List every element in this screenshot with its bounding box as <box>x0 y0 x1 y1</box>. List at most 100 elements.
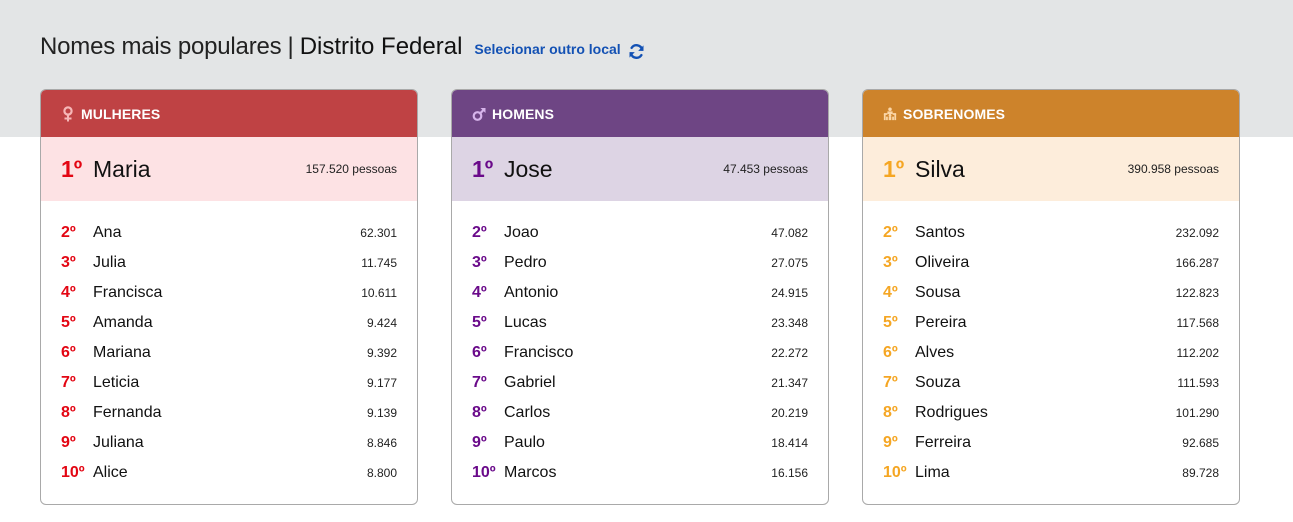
male-icon <box>472 106 486 122</box>
count: 47.453 pessoas <box>723 162 808 176</box>
rank: 6º <box>61 344 76 361</box>
count: 122.823 <box>1175 286 1219 300</box>
rank: 1º <box>61 155 83 182</box>
name: Juliana <box>93 434 144 451</box>
rank: 8º <box>61 404 76 421</box>
list-item: 6º Mariana 9.392 <box>41 338 417 368</box>
top-ranked: 1º Jose 47.453 pessoas <box>452 137 828 201</box>
count: 9.392 <box>366 346 397 360</box>
name: Francisca <box>93 284 163 301</box>
card-men: HOMENS 1º Jose 47.453 pessoas 2º Joao 47.0… <box>451 89 829 505</box>
page-title: Nomes mais populares <box>40 33 282 60</box>
count: 22.272 <box>771 346 808 360</box>
name: Julia <box>93 254 126 271</box>
name: Lima <box>915 464 950 481</box>
rank: 9º <box>61 434 76 451</box>
rank: 2º <box>61 224 76 241</box>
list-item: 6º Francisco 22.272 <box>452 338 828 368</box>
list-item: 7º Gabriel 21.347 <box>452 368 828 398</box>
count: 62.301 <box>360 226 397 240</box>
list-item: 3º Julia 11.745 <box>41 248 417 278</box>
list-item: 3º Oliveira 166.287 <box>863 248 1239 278</box>
list-item: 4º Sousa 122.823 <box>863 278 1239 308</box>
list-item: 8º Fernanda 9.139 <box>41 398 417 428</box>
list-item: 10º Lima 89.728 <box>863 458 1239 488</box>
name: Alves <box>915 344 955 361</box>
name: Lucas <box>504 314 547 331</box>
name: Fernanda <box>93 404 162 421</box>
female-icon <box>61 105 75 122</box>
ranking-list: 2º Ana 62.301 3º Julia 11.745 4º Francisca 10.… <box>41 201 417 488</box>
count: 232.092 <box>1175 226 1219 240</box>
rank: 7º <box>883 374 898 391</box>
list-item: 5º Pereira 117.568 <box>863 308 1239 338</box>
list-item: 10º Marcos 16.156 <box>452 458 828 488</box>
rank: 5º <box>61 314 76 331</box>
name: Pedro <box>504 254 547 271</box>
card-title: HOMENS <box>492 105 555 122</box>
list-item: 9º Paulo 18.414 <box>452 428 828 458</box>
name: Silva <box>915 155 965 182</box>
count: 9.424 <box>366 316 397 330</box>
card-header: HOMENS <box>452 90 828 137</box>
card-surnames: SOBRENOMES 1º Silva 390.958 pessoas 2º Sa… <box>862 89 1240 505</box>
card-title: SOBRENOMES <box>903 105 1006 122</box>
name: Ana <box>93 224 122 241</box>
list-item: 5º Amanda 9.424 <box>41 308 417 338</box>
change-location-link[interactable]: Selecionar outro local <box>474 41 644 59</box>
rank: 4º <box>883 284 898 301</box>
card-title: MULHERES <box>81 105 161 122</box>
list-item: 4º Francisca 10.611 <box>41 278 417 308</box>
name: Pereira <box>915 314 967 331</box>
count: 23.348 <box>771 316 808 330</box>
rank: 1º <box>883 155 905 182</box>
page-header: Nomes mais populares | Distrito Federal … <box>40 33 645 61</box>
list-item: 8º Rodrigues 101.290 <box>863 398 1239 428</box>
title-separator: | <box>287 33 294 60</box>
name: Carlos <box>504 404 551 421</box>
count: 11.745 <box>361 256 397 270</box>
rank: 3º <box>472 254 487 271</box>
rank: 5º <box>472 314 487 331</box>
count: 8.846 <box>366 436 397 450</box>
rank: 10º <box>883 464 907 481</box>
card-header: SOBRENOMES <box>863 90 1239 137</box>
count: 27.075 <box>771 256 808 270</box>
rank: 5º <box>883 314 898 331</box>
count: 166.287 <box>1175 256 1219 270</box>
top-ranked: 1º Silva 390.958 pessoas <box>863 137 1239 201</box>
name: Amanda <box>93 314 153 331</box>
name: Antonio <box>504 284 559 301</box>
rank: 7º <box>61 374 76 391</box>
name: Marcos <box>504 464 557 481</box>
list-item: 2º Joao 47.082 <box>452 218 828 248</box>
rank: 9º <box>472 434 487 451</box>
count: 89.728 <box>1182 466 1219 480</box>
rank: 8º <box>883 404 898 421</box>
change-location-label: Selecionar outro local <box>474 41 621 57</box>
rank: 10º <box>472 464 496 481</box>
count: 18.414 <box>771 436 808 450</box>
rank: 10º <box>61 464 85 481</box>
count: 101.290 <box>1175 406 1219 420</box>
rank: 6º <box>883 344 898 361</box>
rankings: MULHERES 1º Maria 157.520 pessoas 2º Ana 6… <box>40 89 1240 505</box>
list-item: 8º Carlos 20.219 <box>452 398 828 428</box>
rank: 8º <box>472 404 487 421</box>
rank: 2º <box>472 224 487 241</box>
name: Gabriel <box>504 374 556 391</box>
name: Sousa <box>915 284 961 301</box>
name: Maria <box>93 155 151 182</box>
count: 390.958 pessoas <box>1127 162 1219 176</box>
name: Joao <box>504 224 539 241</box>
rank: 6º <box>472 344 487 361</box>
rank: 3º <box>61 254 76 271</box>
count: 24.915 <box>771 286 808 300</box>
list-item: 9º Juliana 8.846 <box>41 428 417 458</box>
family-icon <box>883 106 897 122</box>
count: 9.177 <box>366 376 397 390</box>
list-item: 5º Lucas 23.348 <box>452 308 828 338</box>
name: Francisco <box>504 344 574 361</box>
count: 21.347 <box>771 376 808 390</box>
list-item: 2º Santos 232.092 <box>863 218 1239 248</box>
